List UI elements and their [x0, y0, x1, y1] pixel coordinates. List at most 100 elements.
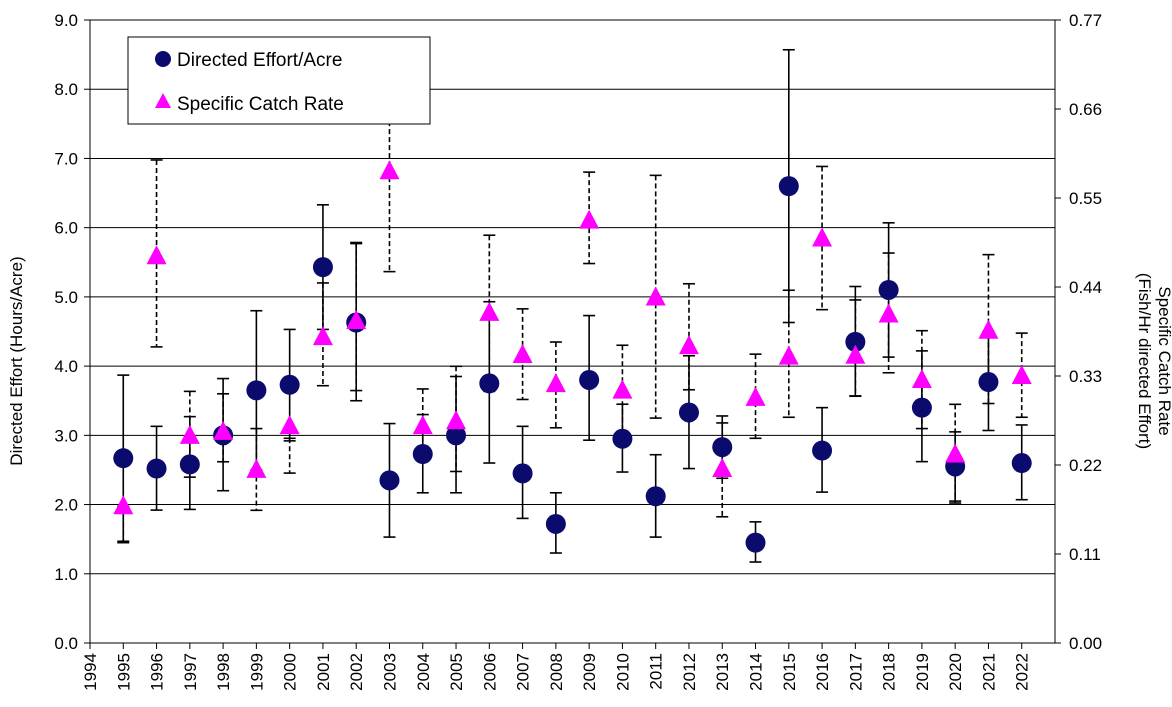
x-tick-label: 2001: [314, 653, 333, 691]
x-tick-label: 2005: [447, 653, 466, 691]
x-tick-label: 1999: [247, 653, 266, 691]
catch-rate-point: [113, 495, 134, 515]
x-tick-label: 2008: [547, 653, 566, 691]
legend-label-catch-rate: Specific Catch Rate: [177, 94, 344, 115]
effort-point: [612, 428, 633, 449]
x-tick-label: 2003: [380, 653, 399, 691]
y-axis-title: Directed Effort (Hours/Acre): [7, 256, 26, 465]
y2-tick-label: 0.22: [1069, 456, 1102, 475]
catch-rate-point: [446, 410, 467, 430]
catch-rate-point: [246, 458, 267, 478]
y-tick-label: 0.0: [54, 634, 78, 653]
y-tick-label: 7.0: [54, 149, 78, 168]
effort-point: [512, 463, 533, 484]
catch-rate-point: [412, 415, 433, 435]
x-tick-label: 2006: [480, 653, 499, 691]
x-tick-label: 1996: [148, 653, 167, 691]
y2-tick-label: 0.33: [1069, 367, 1102, 386]
axes: [84, 19, 1061, 649]
effort-point: [146, 458, 167, 479]
catch-rate-point: [312, 326, 333, 346]
catch-rate-point: [978, 319, 999, 339]
effort-point: [179, 454, 200, 475]
catch-rate-point: [678, 335, 699, 355]
x-tick-label: 1995: [114, 653, 133, 691]
x-tick-label: 2007: [514, 653, 533, 691]
effort-point: [911, 397, 932, 418]
catch-rate-point: [812, 227, 833, 247]
catch-rate-point: [213, 420, 234, 440]
legend-label-effort: Directed Effort/Acre: [177, 50, 342, 71]
effort-point: [978, 372, 999, 393]
effort-point: [312, 257, 333, 278]
catch-rate-point: [645, 286, 666, 306]
x-tick-label: 1994: [81, 653, 100, 691]
x-tick-label: 2004: [414, 653, 433, 691]
y-tick-label: 5.0: [54, 288, 78, 307]
catch-rate-point: [778, 345, 799, 365]
x-tick-label: 2011: [647, 653, 666, 690]
effort-point: [645, 486, 666, 507]
catch-rate-point: [845, 344, 866, 364]
x-tick-label: 2017: [846, 653, 865, 691]
gridlines: [90, 19, 1055, 575]
x-tick-label: 2022: [1013, 653, 1032, 691]
x-tick-label: 2020: [946, 653, 965, 691]
effort-point: [446, 425, 467, 446]
y2-tick-label: 0.66: [1069, 100, 1102, 119]
y-tick-label: 4.0: [54, 357, 78, 376]
x-tick-label: 2010: [613, 653, 632, 691]
x-tick-label: 2016: [813, 653, 832, 691]
effort-point: [812, 440, 833, 461]
data-markers: [113, 160, 1032, 553]
y-tick-label: 3.0: [54, 426, 78, 445]
x-tick-label: 2009: [580, 653, 599, 691]
y-tick-label: 2.0: [54, 496, 78, 515]
catch-rate-point: [379, 160, 400, 180]
effort-point: [712, 437, 733, 458]
x-tick-label: 2002: [347, 653, 366, 691]
catch-rate-point: [279, 415, 300, 435]
y2-tick-label: 0.55: [1069, 189, 1102, 208]
effort-point: [412, 444, 433, 465]
effort-point: [745, 532, 766, 553]
y-tick-label: 6.0: [54, 219, 78, 238]
x-tick-label: 2018: [880, 653, 899, 691]
y-tick-label: 9.0: [54, 11, 78, 30]
legend-box: [127, 36, 431, 125]
catch-rate-point: [179, 424, 200, 444]
catch-rate-point: [1011, 365, 1032, 384]
catch-rate-point: [545, 373, 566, 393]
legend-marker-triangle: [155, 93, 171, 108]
catch-rate-point: [911, 369, 932, 389]
catch-rate-point: [479, 301, 500, 321]
x-tick-label: 1998: [214, 653, 233, 691]
catch-rate-point: [878, 303, 899, 323]
catch-rate-point: [945, 443, 966, 463]
effort-point: [113, 448, 134, 469]
effort-point: [579, 369, 600, 390]
effort-point: [545, 513, 566, 534]
x-tick-label: 2012: [680, 653, 699, 691]
catch-rate-point: [712, 458, 733, 478]
catch-rate-point: [745, 386, 766, 406]
x-tick-label: 2000: [281, 653, 300, 691]
x-tick-label: 2019: [913, 653, 932, 691]
x-tick-label: 2021: [979, 653, 998, 691]
y2-tick-label: 0.44: [1069, 278, 1102, 297]
catch-rate-point: [579, 209, 600, 229]
y2-axis-subtitle: (Fish/Hr directed Effort): [1135, 273, 1154, 449]
effort-point: [246, 380, 267, 401]
y-tick-label: 1.0: [54, 565, 78, 584]
x-tick-label: 1997: [181, 653, 200, 691]
effort-point: [279, 374, 300, 395]
catch-rate-point: [346, 309, 367, 329]
x-tick-label: 2013: [713, 653, 732, 691]
effort-point: [878, 279, 899, 300]
catch-rate-point: [512, 343, 533, 363]
y-tick-label: 8.0: [54, 80, 78, 99]
catch-rate-point: [612, 379, 633, 399]
error-bars: [117, 48, 1028, 563]
effort-point: [778, 176, 799, 197]
